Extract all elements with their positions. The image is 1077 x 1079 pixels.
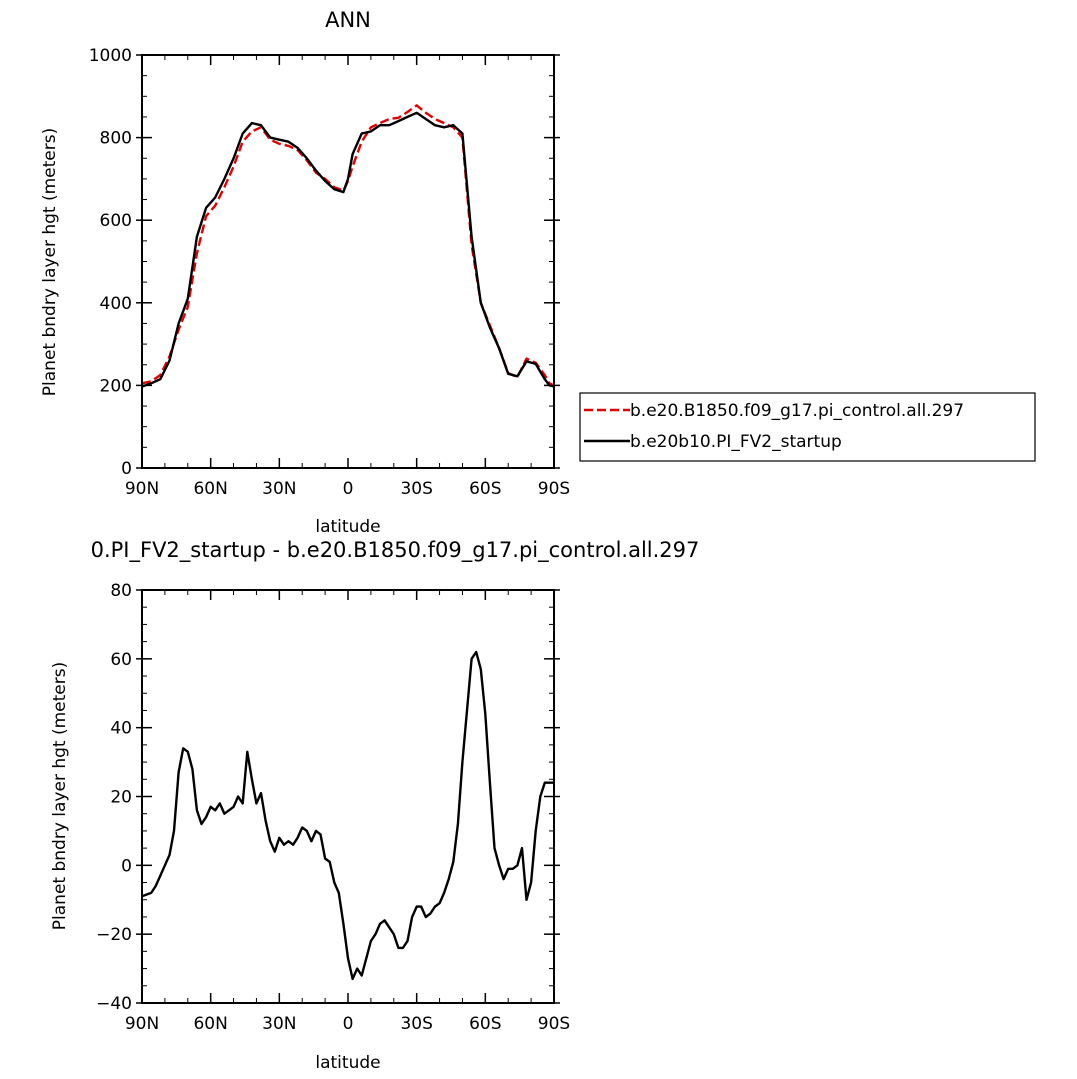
legend-box: [579, 392, 1036, 462]
bottom-chart-x-tick-label: 60S: [469, 1014, 501, 1034]
top-chart-y-tick-label: 0: [121, 459, 132, 479]
bottom-chart-y-tick-label: 0: [121, 856, 132, 876]
bottom-chart-x-tick-label: 30N: [262, 1014, 296, 1034]
legend-label-series-2: b.e20b10.PI_FV2_startup: [630, 432, 842, 452]
top-chart-series-line-1: [141, 104, 555, 387]
top-chart-title: ANN: [325, 8, 371, 32]
top-chart-x-tick-label: 30N: [262, 479, 296, 499]
bottom-chart-x-tick-label: 90N: [125, 1014, 159, 1034]
bottom-chart-ticks: 90N 60N 30N 0 30S 60S 90S −40 −20 0 20 40 60 80: [96, 581, 570, 1034]
bottom-chart-y-tick-label: −20: [96, 925, 132, 945]
top-chart-y-tick-label: 400: [100, 294, 132, 314]
top-chart-ylabel: Planet bndry layer hgt (meters): [40, 128, 60, 396]
top-chart-series: [141, 104, 555, 388]
bottom-chart-frame: [141, 589, 555, 1004]
bottom-chart-y-tick-label: 40: [110, 719, 132, 739]
bottom-chart-x-tick-label: 30S: [400, 1014, 432, 1034]
bottom-chart-y-tick-label: 80: [110, 581, 132, 601]
top-chart-x-tick-label: 90S: [538, 479, 570, 499]
top-chart-x-tick-label: 90N: [125, 479, 159, 499]
bottom-chart: 0.PI_FV2_startup - b.e20.B1850.f09_g17.p…: [50, 538, 699, 1073]
top-chart-ticks: 90N 60N 30N 0 30S 60S 90S 0 200 400 600 800 1000: [89, 46, 570, 499]
top-chart-y-tick-label: 600: [100, 211, 132, 231]
bottom-chart-y-tick-label: −40: [96, 994, 132, 1014]
top-chart-y-tick-label: 800: [100, 129, 132, 149]
top-chart-x-tick-label: 0: [343, 479, 354, 499]
bottom-chart-series-line-1: [141, 650, 554, 981]
top-chart-y-tick-label: 1000: [89, 46, 132, 66]
top-chart-x-tick-label: 30S: [400, 479, 432, 499]
bottom-chart-series: [141, 650, 554, 981]
bottom-chart-x-tick-label: 90S: [538, 1014, 570, 1034]
top-chart-y-tick-label: 200: [100, 376, 132, 396]
bottom-chart-xlabel: latitude: [315, 1053, 380, 1073]
bottom-chart-title: 0.PI_FV2_startup - b.e20.B1850.f09_g17.p…: [91, 538, 700, 563]
bottom-chart-y-tick-label: 20: [110, 788, 132, 808]
top-chart-x-tick-label: 60S: [469, 479, 501, 499]
top-chart-xlabel: latitude: [315, 517, 380, 537]
top-chart: ANN Planet bndry layer hgt (meters) lati…: [40, 8, 570, 537]
bottom-chart-ylabel: Planet bndry layer hgt (meters): [50, 662, 70, 930]
legend-label-series-1: b.e20.B1850.f09_g17.pi_control.all.297: [630, 401, 964, 421]
top-chart-x-tick-label: 60N: [193, 479, 227, 499]
top-chart-series-line-2: [141, 111, 555, 388]
top-chart-frame: [141, 54, 555, 469]
bottom-chart-x-tick-label: 60N: [193, 1014, 227, 1034]
top-chart-legend: b.e20.B1850.f09_g17.pi_control.all.297 b…: [579, 392, 1036, 462]
bottom-chart-y-tick-label: 60: [110, 650, 132, 670]
bottom-chart-x-tick-label: 0: [343, 1014, 354, 1034]
